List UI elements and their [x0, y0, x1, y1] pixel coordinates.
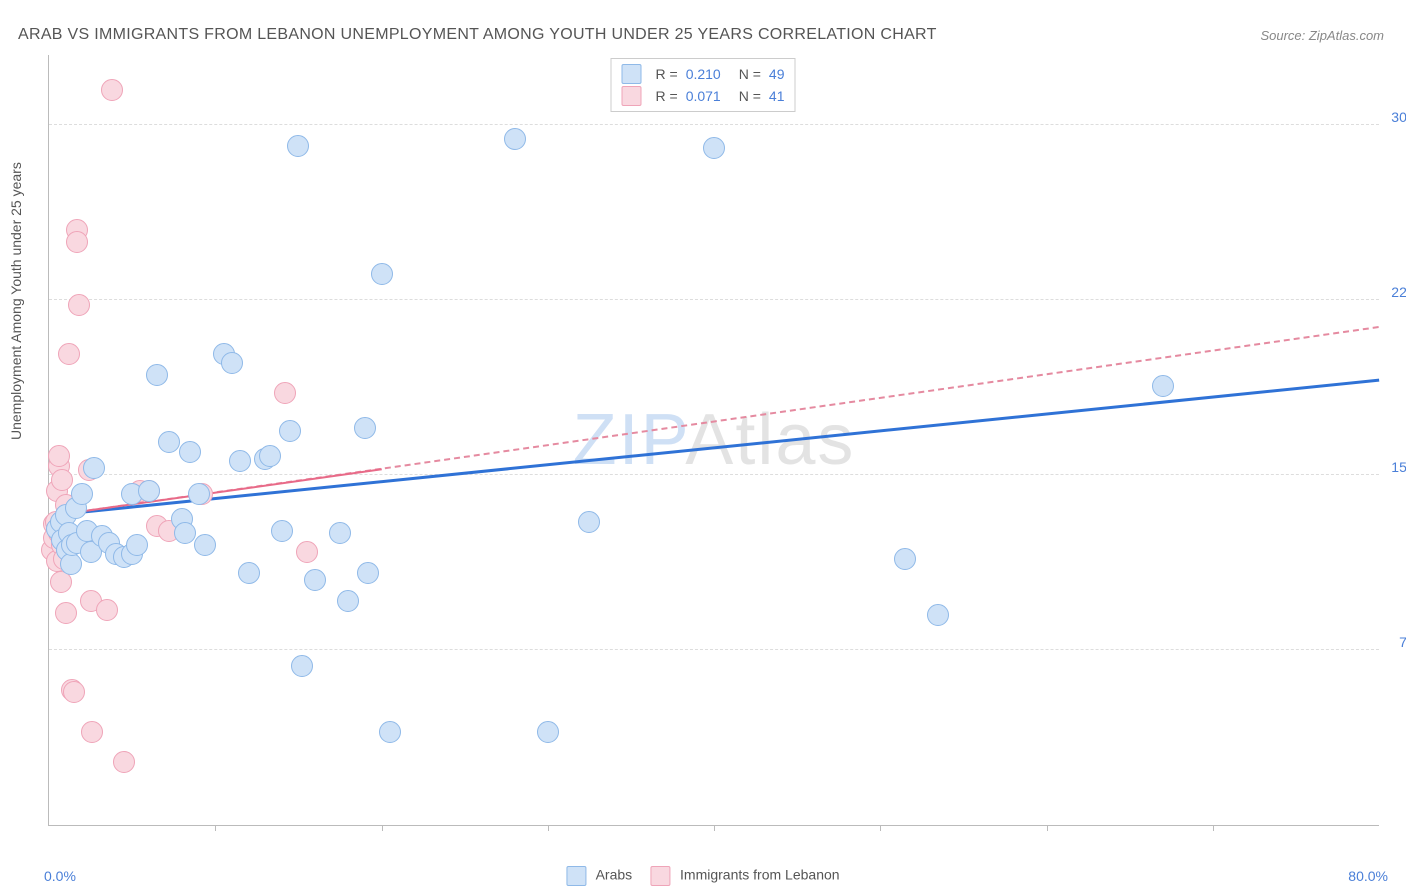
x-tick: [548, 825, 549, 831]
data-point: [337, 590, 359, 612]
gridline: [49, 474, 1379, 475]
data-point: [113, 751, 135, 773]
x-tick: [880, 825, 881, 831]
data-point: [188, 483, 210, 505]
data-point: [194, 534, 216, 556]
data-point: [229, 450, 251, 472]
data-point: [296, 541, 318, 563]
data-point: [1152, 375, 1174, 397]
data-point: [96, 599, 118, 621]
data-point: [304, 569, 326, 591]
data-point: [279, 420, 301, 442]
data-point: [58, 343, 80, 365]
data-point: [894, 548, 916, 570]
y-tick-label: 7.5%: [1399, 634, 1406, 650]
swatch-lebanon-icon: [622, 86, 642, 106]
n-value-arabs: 49: [769, 66, 785, 82]
legend-item-arabs: Arabs: [566, 866, 632, 886]
data-point: [537, 721, 559, 743]
data-point: [68, 294, 90, 316]
legend-item-lebanon: Immigrants from Lebanon: [650, 866, 839, 886]
n-label: N =: [739, 66, 761, 82]
x-axis-min: 0.0%: [44, 868, 76, 884]
data-point: [81, 721, 103, 743]
data-point: [287, 135, 309, 157]
swatch-arabs-icon: [566, 866, 586, 886]
data-point: [357, 562, 379, 584]
n-label: N =: [739, 88, 761, 104]
data-point: [48, 445, 70, 467]
data-point: [238, 562, 260, 584]
data-point: [101, 79, 123, 101]
x-axis-max: 80.0%: [1348, 868, 1388, 884]
r-value-arabs: 0.210: [686, 66, 721, 82]
source-label: Source: ZipAtlas.com: [1260, 28, 1384, 43]
y-tick-label: 30.0%: [1391, 109, 1406, 125]
data-point: [138, 480, 160, 502]
r-value-lebanon: 0.071: [686, 88, 721, 104]
legend-label-arabs: Arabs: [596, 867, 633, 883]
data-point: [329, 522, 351, 544]
data-point: [174, 522, 196, 544]
stats-row-lebanon: R = 0.071 N = 41: [622, 85, 785, 107]
gridline: [49, 124, 1379, 125]
chart-title: ARAB VS IMMIGRANTS FROM LEBANON UNEMPLOY…: [18, 26, 937, 44]
r-label: R =: [656, 88, 678, 104]
watermark: ZIPAtlas: [573, 399, 856, 481]
gridline: [49, 299, 1379, 300]
series-legend: Arabs Immigrants from Lebanon: [566, 866, 839, 886]
data-point: [504, 128, 526, 150]
x-tick: [1213, 825, 1214, 831]
data-point: [259, 445, 281, 467]
data-point: [354, 417, 376, 439]
gridline: [49, 649, 1379, 650]
r-label: R =: [656, 66, 678, 82]
n-value-lebanon: 41: [769, 88, 785, 104]
data-point: [158, 431, 180, 453]
data-point: [274, 382, 296, 404]
swatch-lebanon-icon: [650, 866, 670, 886]
x-tick: [714, 825, 715, 831]
data-point: [291, 655, 313, 677]
x-tick: [1047, 825, 1048, 831]
data-point: [578, 511, 600, 533]
data-point: [221, 352, 243, 374]
data-point: [371, 263, 393, 285]
data-point: [271, 520, 293, 542]
data-point: [179, 441, 201, 463]
x-tick: [215, 825, 216, 831]
plot-area: ZIPAtlas 7.5%15.0%22.5%30.0%: [48, 55, 1379, 826]
data-point: [50, 571, 72, 593]
trend-line: [49, 379, 1379, 517]
x-tick: [382, 825, 383, 831]
data-point: [126, 534, 148, 556]
data-point: [71, 483, 93, 505]
data-point: [51, 469, 73, 491]
y-tick-label: 22.5%: [1391, 284, 1406, 300]
stats-legend: R = 0.210 N = 49 R = 0.071 N = 41: [611, 58, 796, 112]
swatch-arabs-icon: [622, 64, 642, 84]
legend-label-lebanon: Immigrants from Lebanon: [680, 867, 840, 883]
data-point: [379, 721, 401, 743]
data-point: [703, 137, 725, 159]
data-point: [927, 604, 949, 626]
y-axis-label: Unemployment Among Youth under 25 years: [8, 162, 24, 440]
data-point: [83, 457, 105, 479]
data-point: [66, 231, 88, 253]
stats-row-arabs: R = 0.210 N = 49: [622, 63, 785, 85]
data-point: [55, 602, 77, 624]
y-tick-label: 15.0%: [1391, 459, 1406, 475]
data-point: [63, 681, 85, 703]
data-point: [146, 364, 168, 386]
